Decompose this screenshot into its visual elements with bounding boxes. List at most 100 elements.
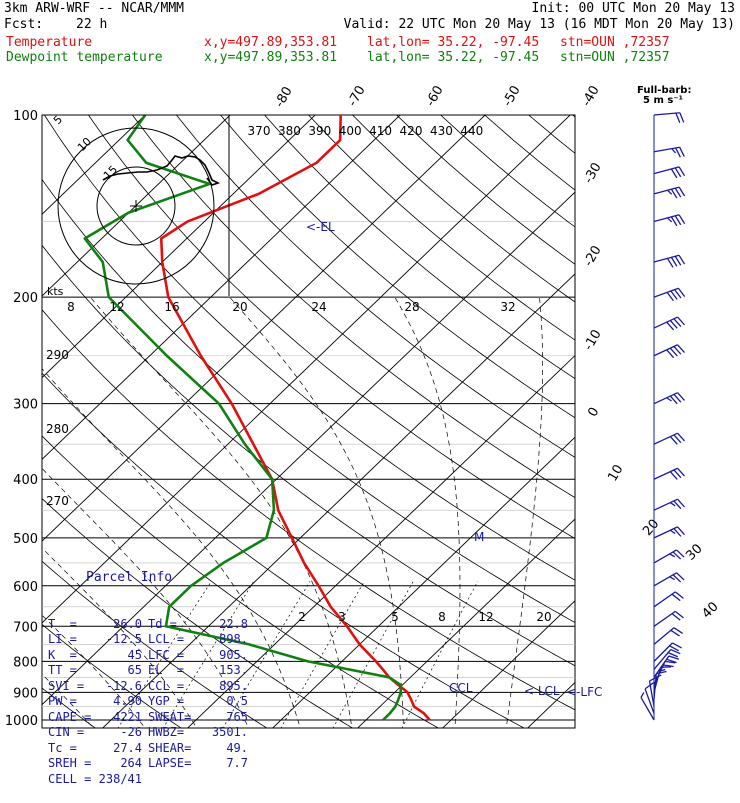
m-marker: M bbox=[474, 530, 484, 544]
dry-adiabat-line bbox=[497, 87, 740, 733]
wind-barb-flag bbox=[641, 692, 644, 697]
parcel-info-cell: HWBZ= bbox=[142, 725, 204, 741]
wind-barb bbox=[654, 113, 684, 123]
dry-adiabat-line bbox=[583, 87, 740, 733]
theta-e-label: 410 bbox=[369, 124, 392, 138]
wind-barb bbox=[654, 393, 685, 404]
parcel-info-cell: TT = bbox=[48, 663, 96, 679]
parcel-info-cell: 765 bbox=[204, 710, 248, 726]
theta-label: 290 bbox=[46, 348, 69, 362]
parcel-info-cell: LAPSE= bbox=[142, 756, 204, 772]
pressure-tick-label: 800 bbox=[13, 655, 38, 670]
parcel-info-cell: 895. bbox=[204, 679, 248, 695]
parcel-info-cell: CIN = bbox=[48, 725, 96, 741]
theta-e-label: 380 bbox=[278, 124, 301, 138]
dry-adiabat-line bbox=[198, 87, 740, 733]
hodograph-speed-label: 24 bbox=[311, 300, 326, 314]
parcel-info-row: CELL =238/41 bbox=[48, 772, 248, 788]
theta-e-label: 390 bbox=[308, 124, 331, 138]
isotherm-line bbox=[183, 56, 740, 732]
pressure-tick-label: 1000 bbox=[5, 714, 38, 729]
parcel-info-cell: EL = bbox=[142, 663, 204, 679]
hodograph-speed-label: 8 bbox=[67, 300, 75, 314]
wind-barb-flag bbox=[672, 643, 681, 648]
wind-barb bbox=[654, 255, 685, 267]
wind-barb-flag bbox=[670, 530, 675, 533]
theta-e-label: 370 bbox=[248, 124, 271, 138]
ccl-marker: CCL bbox=[449, 681, 473, 695]
parcel-info-cell: 4221 bbox=[96, 710, 142, 726]
pressure-tick-label: 300 bbox=[13, 398, 38, 413]
parcel-info-cell: 238/41 bbox=[96, 772, 142, 788]
parcel-info-cell: YGP = bbox=[142, 694, 204, 710]
wind-barb bbox=[654, 288, 685, 300]
wind-barb bbox=[654, 433, 685, 444]
wind-barb bbox=[654, 550, 684, 563]
parcel-info-cell: CELL = bbox=[48, 772, 96, 788]
mixing-ratio-line bbox=[400, 581, 478, 732]
parcel-info-cell: SREH = bbox=[48, 756, 96, 772]
isotherm-label: -80 bbox=[272, 84, 296, 110]
isotherm-label: 40 bbox=[699, 599, 721, 621]
parcel-info-cell: 264 bbox=[96, 756, 142, 772]
dry-adiabat-line bbox=[241, 87, 740, 733]
parcel-info-cell: T = bbox=[48, 617, 96, 633]
hodograph-ring-label: 10 bbox=[75, 135, 94, 154]
isotherm-label: 30 bbox=[683, 541, 705, 563]
parcel-info-cell: SWEAT= bbox=[142, 710, 204, 726]
parcel-info-cell: SHEAR= bbox=[142, 741, 204, 757]
parcel-info-cell: LFC = bbox=[142, 648, 204, 664]
wind-barb-flag bbox=[670, 503, 675, 506]
pressure-tick-label: 600 bbox=[13, 580, 38, 595]
parcel-info-cell: 0.5 bbox=[204, 694, 248, 710]
moist-adiabat-line bbox=[395, 297, 460, 733]
mixing-ratio-label: 20 bbox=[536, 610, 551, 624]
dry-adiabat-line bbox=[540, 87, 740, 733]
wind-barb-flag bbox=[663, 665, 673, 667]
wind-barb bbox=[654, 468, 685, 479]
parcel-info-cell: 3501. bbox=[204, 725, 248, 741]
wind-barb-flag bbox=[667, 398, 672, 401]
pressure-tick-label: 700 bbox=[13, 620, 38, 635]
parcel-info-cell: SVI = bbox=[48, 679, 96, 695]
parcel-info-cell: 4.90 bbox=[96, 694, 142, 710]
isotherm-label: 0 bbox=[585, 405, 602, 420]
wind-barb bbox=[654, 187, 685, 198]
parcel-info-cell: CAPE = bbox=[48, 710, 96, 726]
parcel-info-cell: PW = bbox=[48, 694, 96, 710]
theta-e-label: 440 bbox=[460, 124, 483, 138]
wind-barb bbox=[654, 628, 683, 645]
isotherm-line bbox=[523, 56, 740, 732]
wind-barb bbox=[654, 611, 683, 626]
wind-barb-flag bbox=[670, 554, 675, 557]
theta-e-label: 430 bbox=[430, 124, 453, 138]
wind-barb bbox=[654, 499, 685, 510]
hodograph-speed-label: 16 bbox=[164, 300, 179, 314]
mixing-ratio-label: 3 bbox=[338, 610, 346, 624]
parcel-info-cell bbox=[142, 772, 204, 788]
theta-e-label: 420 bbox=[400, 124, 423, 138]
isotherm-label: 10 bbox=[605, 462, 626, 484]
theta-label: 280 bbox=[46, 422, 69, 436]
parcel-info-cell: 65 bbox=[96, 663, 142, 679]
parcel-info-cell: 153. bbox=[204, 663, 248, 679]
wind-barb-flag bbox=[668, 190, 672, 194]
hodograph-speed-label: 12 bbox=[109, 300, 124, 314]
isotherm-line bbox=[353, 56, 740, 732]
parcel-info-cell: 26.0 bbox=[96, 617, 142, 633]
hodograph-speed-label: 32 bbox=[500, 300, 515, 314]
wind-barb bbox=[654, 345, 685, 358]
isotherm-label: -30 bbox=[581, 160, 605, 186]
barb-legend-value: 5 m s⁻¹ bbox=[643, 95, 683, 106]
mixing-ratio-label: 5 bbox=[391, 610, 399, 624]
wind-barb-flag bbox=[676, 113, 680, 123]
